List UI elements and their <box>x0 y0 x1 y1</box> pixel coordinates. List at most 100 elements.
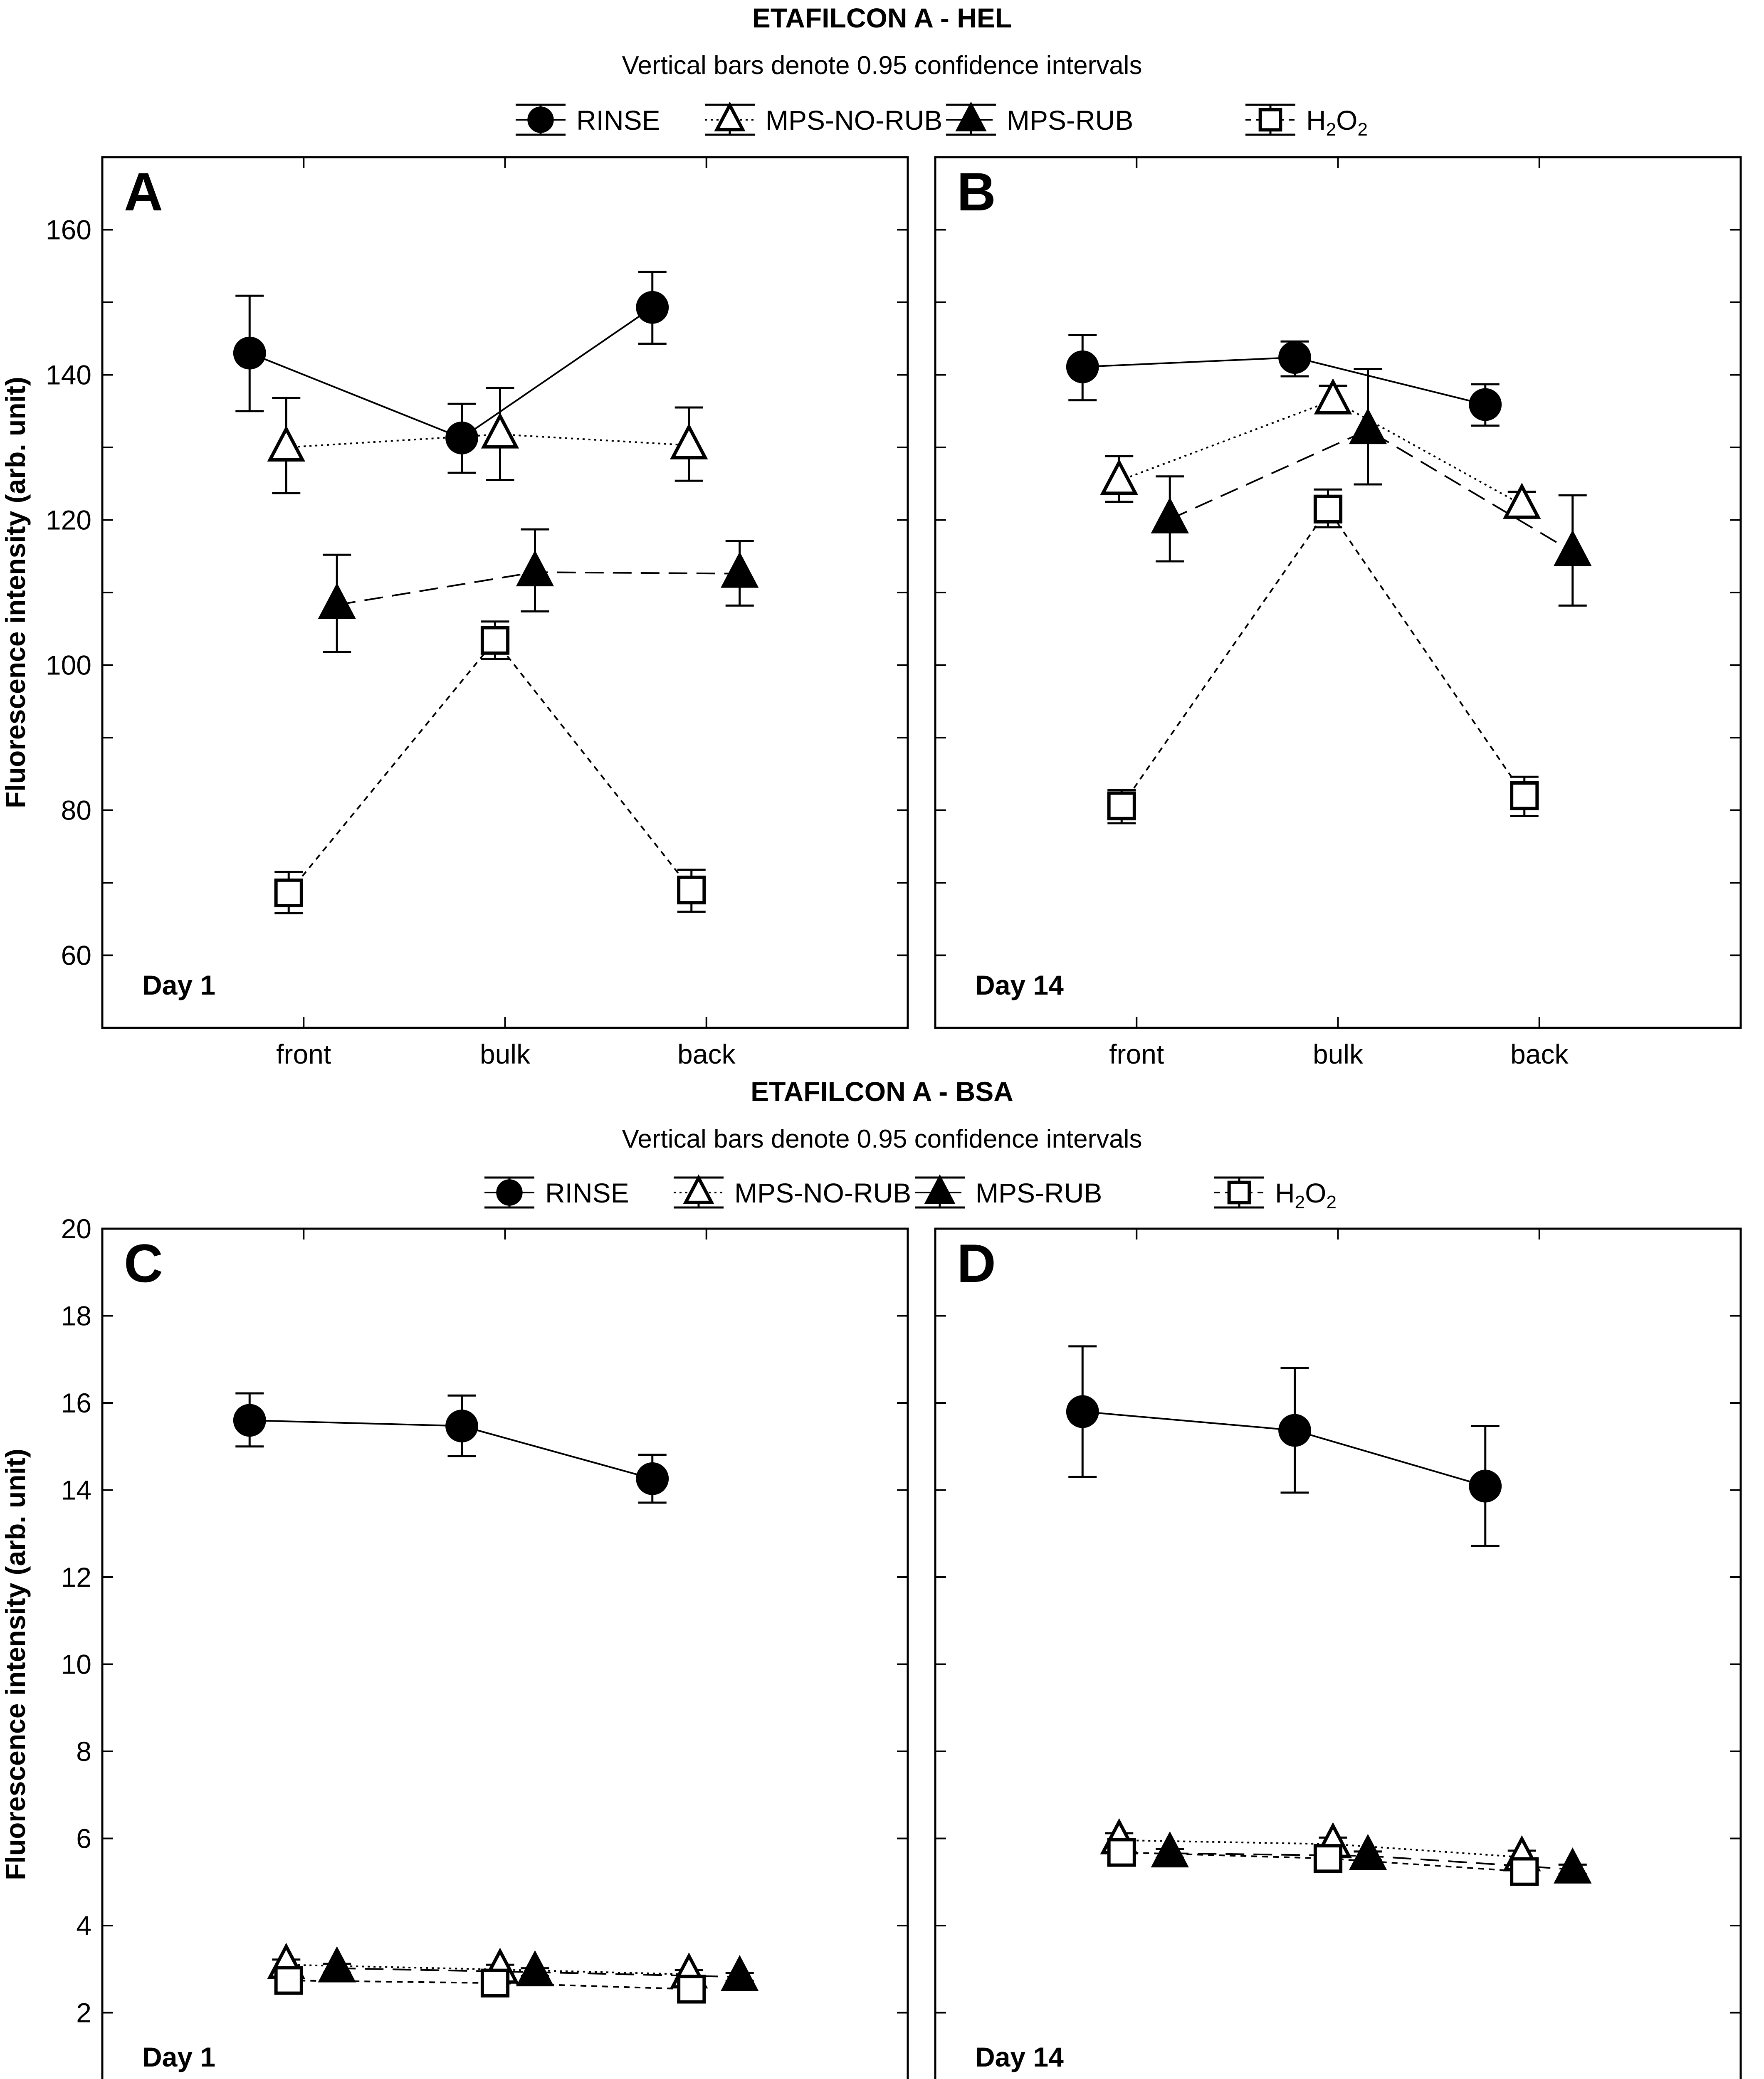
y-tick-label: 16 <box>61 1388 91 1418</box>
section-title-hel: ETAFILCON A - HEL <box>752 2 1012 33</box>
x-tick-label: back <box>677 1039 736 1069</box>
y-tick-label: 80 <box>61 795 91 826</box>
data-point-mps-rub <box>1554 1847 1592 1884</box>
series-line-mps-no-rub <box>286 433 689 448</box>
data-point-mps-rub <box>516 550 554 587</box>
data-point-rinse <box>1278 1414 1311 1447</box>
series-mps-rub <box>1151 1831 1592 1884</box>
legend-marker-h2o2 <box>1258 108 1282 132</box>
series-h2o2 <box>1107 488 1539 825</box>
data-point-mps-rub <box>516 1950 554 1987</box>
day-annotation: Day 1 <box>142 970 215 1000</box>
series-rinse <box>1066 1345 1502 1547</box>
series-rinse <box>1066 334 1502 427</box>
legend-hel: RINSE MPS-NO-RUB MPS-RUB H2O2 <box>516 101 1368 140</box>
day-annotation: Day 14 <box>975 970 1064 1000</box>
legend-item-mps-no-rub: MPS-NO-RUB <box>705 101 942 136</box>
legend-bsa: RINSE MPS-NO-RUB MPS-RUB H2O2 <box>484 1174 1337 1212</box>
series-line-h2o2 <box>1121 507 1525 807</box>
series-mps-no-rub <box>1100 378 1541 519</box>
data-point-mps-no-rub <box>1100 459 1138 495</box>
legend-label: MPS-NO-RUB <box>734 1178 911 1208</box>
y-tick-label: 6 <box>76 1823 91 1854</box>
series-mps-no-rub <box>267 387 708 494</box>
y-tick-label: 60 <box>61 940 91 971</box>
series-line-mps-rub <box>1169 429 1573 553</box>
x-tick-label: front <box>276 1039 331 1069</box>
legend-marker-h2o2 <box>1227 1180 1251 1205</box>
day-annotation: Day 1 <box>142 2042 215 2072</box>
series-line-mps-no-rub <box>1119 1839 1522 1858</box>
y-tick-label: 10 <box>61 1649 91 1680</box>
data-point-h2o2 <box>1107 791 1136 820</box>
data-point-mps-rub <box>721 1955 759 1991</box>
y-tick-label: 2 <box>76 1998 91 2028</box>
data-point-rinse <box>233 336 266 370</box>
data-point-mps-no-rub <box>670 423 708 459</box>
y-tick-label: 8 <box>76 1736 91 1767</box>
legend-label: RINSE <box>545 1178 629 1208</box>
legend-marker-mps-rub <box>955 101 987 131</box>
y-tick-label: 20 <box>61 1213 91 1244</box>
y-axis-label-top: Fluorescence intensity (arb. unit) <box>0 377 31 808</box>
series-h2o2 <box>1107 1838 1539 1886</box>
data-point-h2o2 <box>1313 494 1343 523</box>
data-point-rinse <box>1469 1469 1502 1503</box>
legend-item-rinse: RINSE <box>484 1176 629 1209</box>
data-point-rinse <box>445 1410 478 1442</box>
x-tick-label: bulk <box>1313 1039 1364 1069</box>
data-point-h2o2 <box>274 1966 303 1995</box>
section-title-bsa: ETAFILCON A - BSA <box>751 1076 1013 1107</box>
y-tick-label: 140 <box>46 360 91 390</box>
y-tick-label: 14 <box>61 1475 91 1506</box>
data-point-mps-no-rub <box>1503 483 1541 519</box>
data-point-mps-rub <box>721 551 759 588</box>
legend-item-mps-rub: MPS-RUB <box>915 1174 1102 1209</box>
legend-item-mps-rub: MPS-RUB <box>946 101 1133 136</box>
data-point-mps-rub <box>318 1946 356 1983</box>
series-h2o2 <box>274 1966 706 2004</box>
legend-label-subscript: 2 <box>1327 1192 1337 1212</box>
plot-frame <box>101 156 909 1029</box>
panel-b: front bulk back B Day 14 <box>934 156 1742 1069</box>
data-point-h2o2 <box>480 1968 510 1998</box>
series-line-rinse <box>249 306 653 439</box>
series-mps-rub <box>318 1946 759 1991</box>
series-h2o2 <box>274 620 706 914</box>
panel-letter: D <box>957 1233 996 1294</box>
legend-label-part: O <box>1336 105 1357 136</box>
data-point-mps-rub <box>318 583 356 619</box>
y-tick-label: 100 <box>46 650 91 681</box>
legend-label: H2O2 <box>1275 1178 1337 1212</box>
legend-item-rinse: RINSE <box>516 104 660 136</box>
data-point-mps-rub <box>1151 497 1189 533</box>
data-point-mps-rub <box>1554 530 1592 566</box>
panel-d: frontbulkbackDDay 14 <box>934 1227 1742 2079</box>
legend-item-h2o2: H2O2 <box>1214 1176 1337 1212</box>
data-point-h2o2 <box>677 1975 706 2004</box>
data-point-mps-no-rub <box>267 425 305 462</box>
legend-label-subscript: 2 <box>1326 119 1336 140</box>
plot-frame <box>934 156 1742 1029</box>
legend-label-subscript: 2 <box>1295 1192 1305 1212</box>
data-point-h2o2 <box>1313 1844 1343 1873</box>
data-point-rinse <box>636 1462 669 1495</box>
series-mps-rub <box>318 528 759 653</box>
section-subtitle-hel: Vertical bars denote 0.95 confidence int… <box>622 51 1142 80</box>
x-tick-label: bulk <box>480 1039 531 1069</box>
x-tick-label: front <box>1109 1039 1164 1069</box>
legend-label: RINSE <box>576 105 660 136</box>
legend-label: MPS-RUB <box>976 1178 1102 1208</box>
legend-label-subscript: 2 <box>1358 119 1368 140</box>
data-point-mps-rub <box>1349 1834 1387 1870</box>
legend-label-part: H <box>1275 1178 1295 1208</box>
legend-label: MPS-NO-RUB <box>766 105 942 136</box>
data-point-rinse <box>1278 341 1311 374</box>
panel-letter: C <box>124 1233 163 1294</box>
panel-a: 60 80 100 120 140 160 front bulk back A Day 1 <box>46 156 909 1069</box>
plot-frame <box>934 1227 1742 2079</box>
y-tick-label: 160 <box>46 215 91 245</box>
data-point-mps-no-rub <box>1314 378 1352 415</box>
y-tick-label: 120 <box>46 505 91 536</box>
legend-marker-rinse <box>496 1179 523 1206</box>
